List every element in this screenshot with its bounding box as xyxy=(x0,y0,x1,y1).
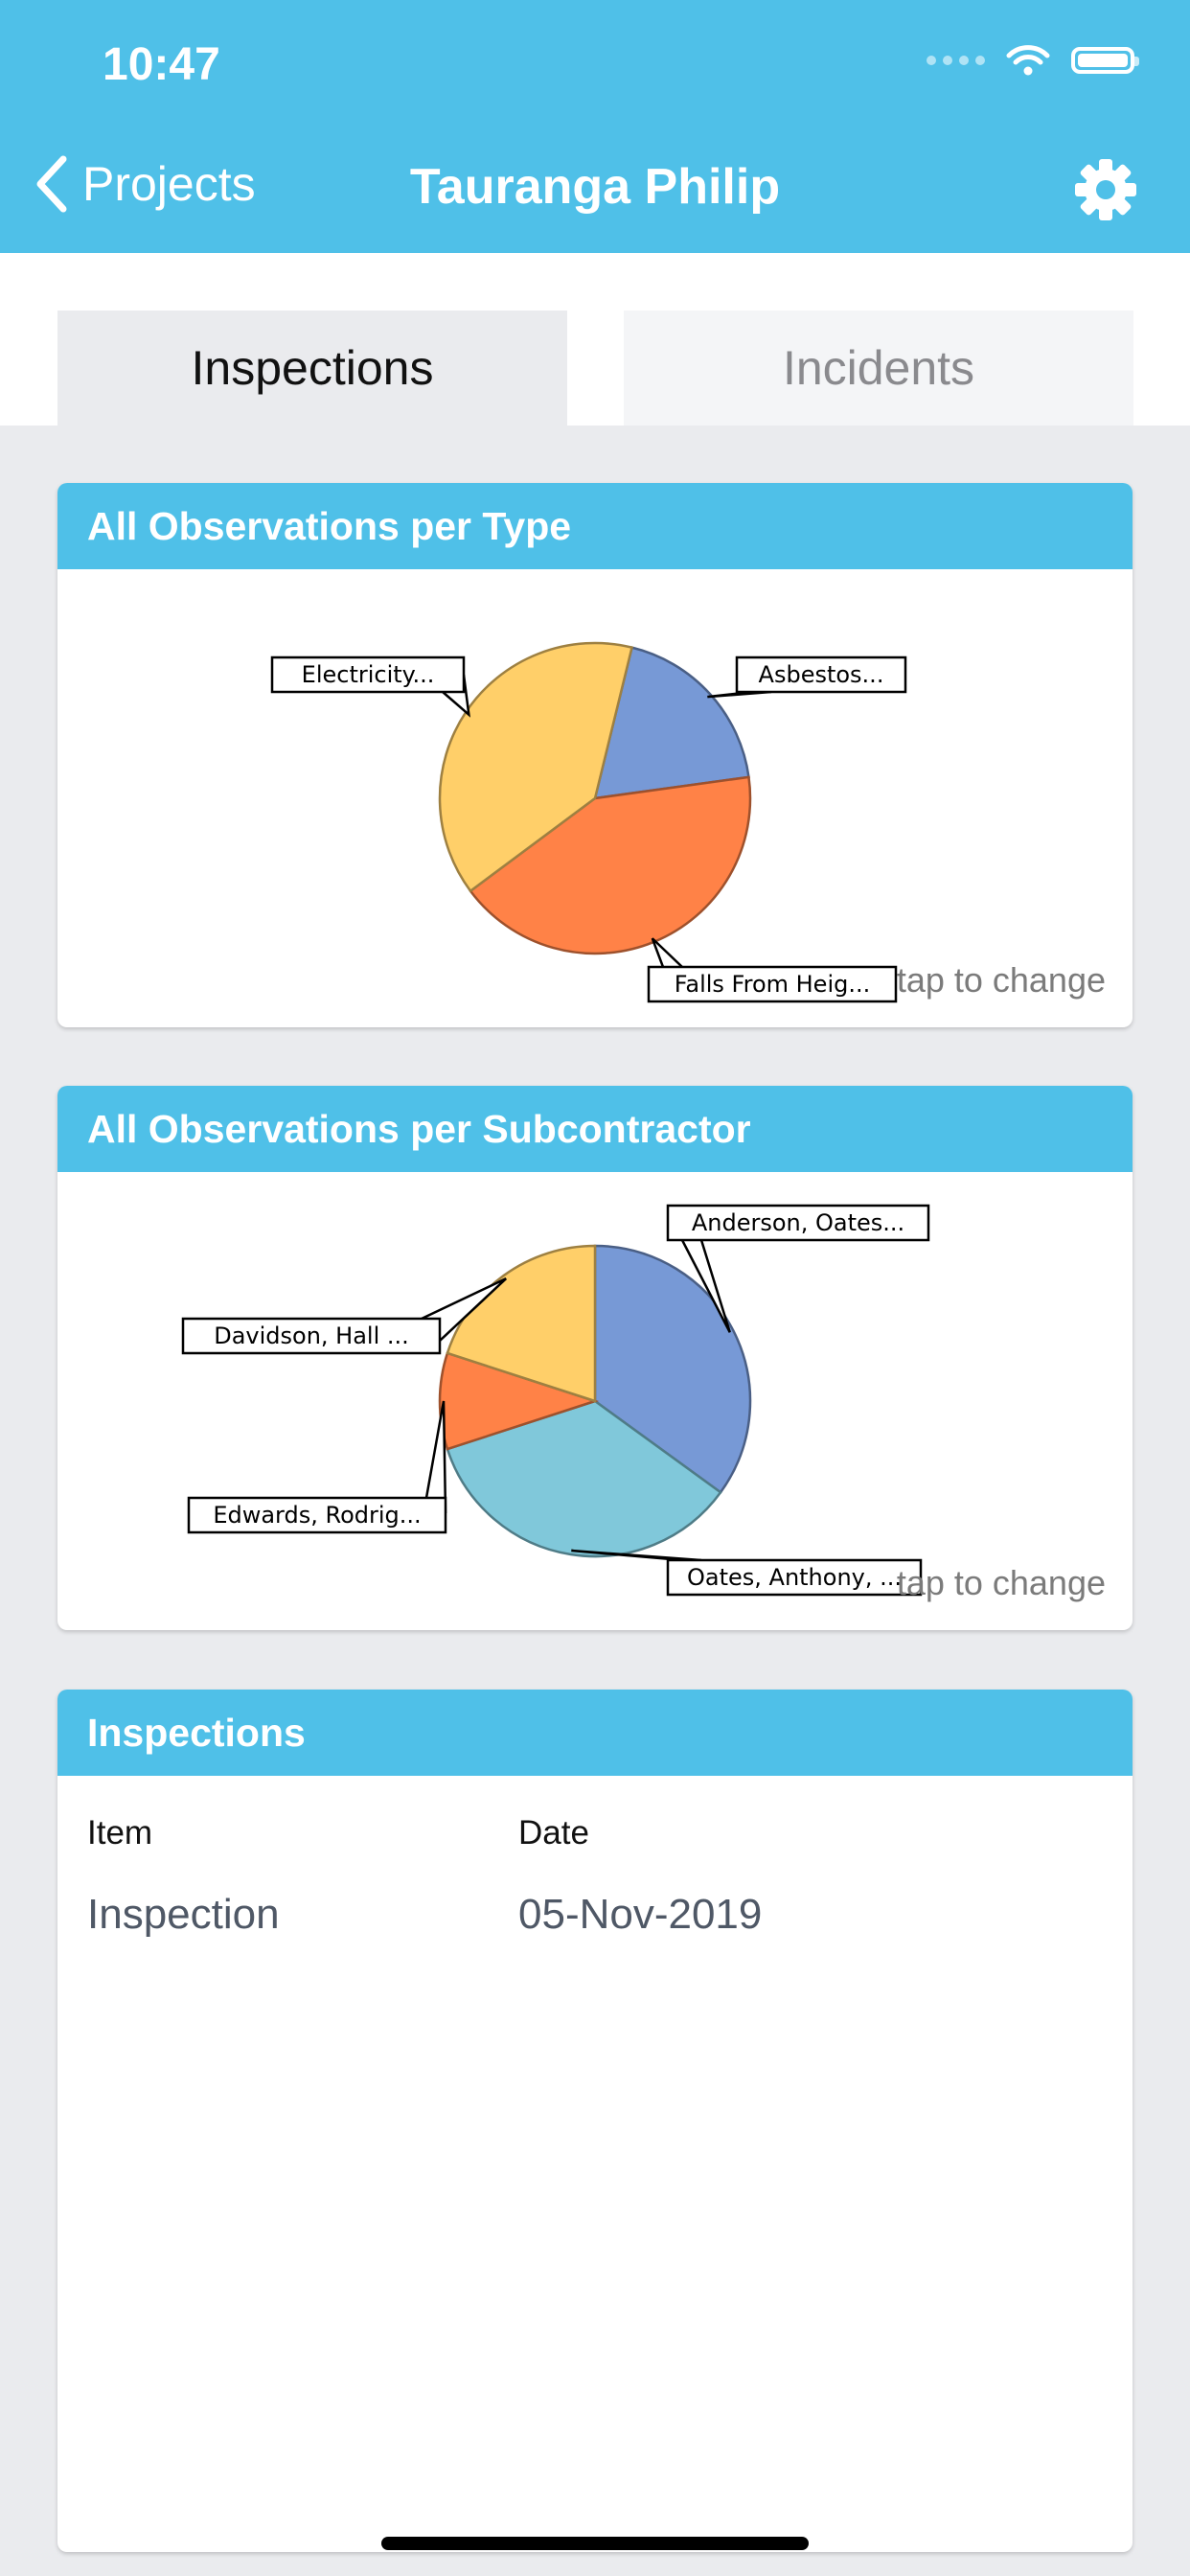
card-title: All Observations per Subcontractor xyxy=(57,1086,1133,1172)
table-row[interactable]: Inspection 05-Nov-2019 xyxy=(57,1891,1133,1996)
pie-slice[interactable] xyxy=(593,1244,752,1494)
back-label: Projects xyxy=(82,157,256,211)
pie-chart-type[interactable]: Asbestos... Falls From Heig... Electricity… xyxy=(57,569,1133,1027)
settings-button[interactable] xyxy=(1073,157,1138,227)
tab-incidents[interactable]: Incidents xyxy=(624,310,1133,426)
pie-chart-subcontractor[interactable]: Anderson, Oates... Oates, Anthony, ... Edw… xyxy=(57,1172,1133,1630)
battery-icon xyxy=(1071,47,1139,74)
callout-pointer xyxy=(424,1400,447,1514)
observations-per-subcontractor-card: All Observations per Subcontractor Ander… xyxy=(57,1086,1133,1630)
pie-slice[interactable] xyxy=(446,1244,597,1403)
slice-label: Anderson, Oates... xyxy=(692,1209,904,1236)
row-item: Inspection xyxy=(87,1891,280,1938)
pie-slice[interactable] xyxy=(593,646,750,800)
row-date: 05-Nov-2019 xyxy=(518,1891,763,1938)
observations-per-type-card: All Observations per Type Asbestos... Fal… xyxy=(57,483,1133,1027)
slice-label: Edwards, Rodrig... xyxy=(213,1502,421,1529)
callout-pointer xyxy=(571,1549,702,1562)
slice-label: Falls From Heig... xyxy=(675,971,870,998)
pie-slice[interactable] xyxy=(438,1351,600,1451)
inspections-card: Inspections Item Date Inspection 05-Nov-… xyxy=(57,1690,1133,2552)
gear-icon xyxy=(1075,159,1136,220)
chevron-left-icon xyxy=(36,155,67,213)
pie-slice[interactable] xyxy=(446,1399,722,1558)
status-time: 10:47 xyxy=(103,39,220,90)
back-button[interactable]: Projects xyxy=(34,155,256,213)
home-indicator xyxy=(381,2537,809,2550)
callout-box xyxy=(666,1204,930,1242)
slice-label: Davidson, Hall ... xyxy=(214,1322,409,1349)
pie-chart-svg: Asbestos... Falls From Heig... Electricity… xyxy=(270,641,907,1003)
table-header: Item Date xyxy=(57,1776,1133,1891)
tap-to-change-hint: tap to change xyxy=(896,1563,1106,1602)
status-icons xyxy=(927,44,1139,77)
wifi-icon xyxy=(1006,45,1050,76)
callout-pointer xyxy=(421,1277,507,1342)
callout-box xyxy=(187,1496,447,1534)
slice-label: Oates, Anthony, ... xyxy=(687,1564,902,1591)
callout-pointer xyxy=(680,1239,731,1333)
callout-box xyxy=(735,656,907,694)
navigation-header: 10:47 Projects Tauranga Philip xyxy=(0,0,1190,253)
slice-label: Electricity... xyxy=(302,661,435,688)
tab-inspections[interactable]: Inspections xyxy=(57,310,567,426)
pie-chart-svg: Anderson, Oates... Oates, Anthony, ... Edw… xyxy=(181,1204,930,1597)
callout-box xyxy=(270,656,466,694)
column-header-date: Date xyxy=(518,1814,589,1852)
tap-to-change-hint: tap to change xyxy=(896,960,1106,1000)
callout-pointer xyxy=(651,937,683,968)
column-header-item: Item xyxy=(87,1814,153,1852)
callout-box xyxy=(181,1317,442,1355)
segmented-tabs: Inspections Incidents xyxy=(0,253,1190,426)
slice-label: Asbestos... xyxy=(759,661,884,688)
callout-box xyxy=(647,965,898,1003)
cellular-signal-icon xyxy=(927,56,985,65)
card-title: All Observations per Type xyxy=(57,483,1133,569)
card-title: Inspections xyxy=(57,1690,1133,1776)
callout-box xyxy=(666,1558,923,1597)
